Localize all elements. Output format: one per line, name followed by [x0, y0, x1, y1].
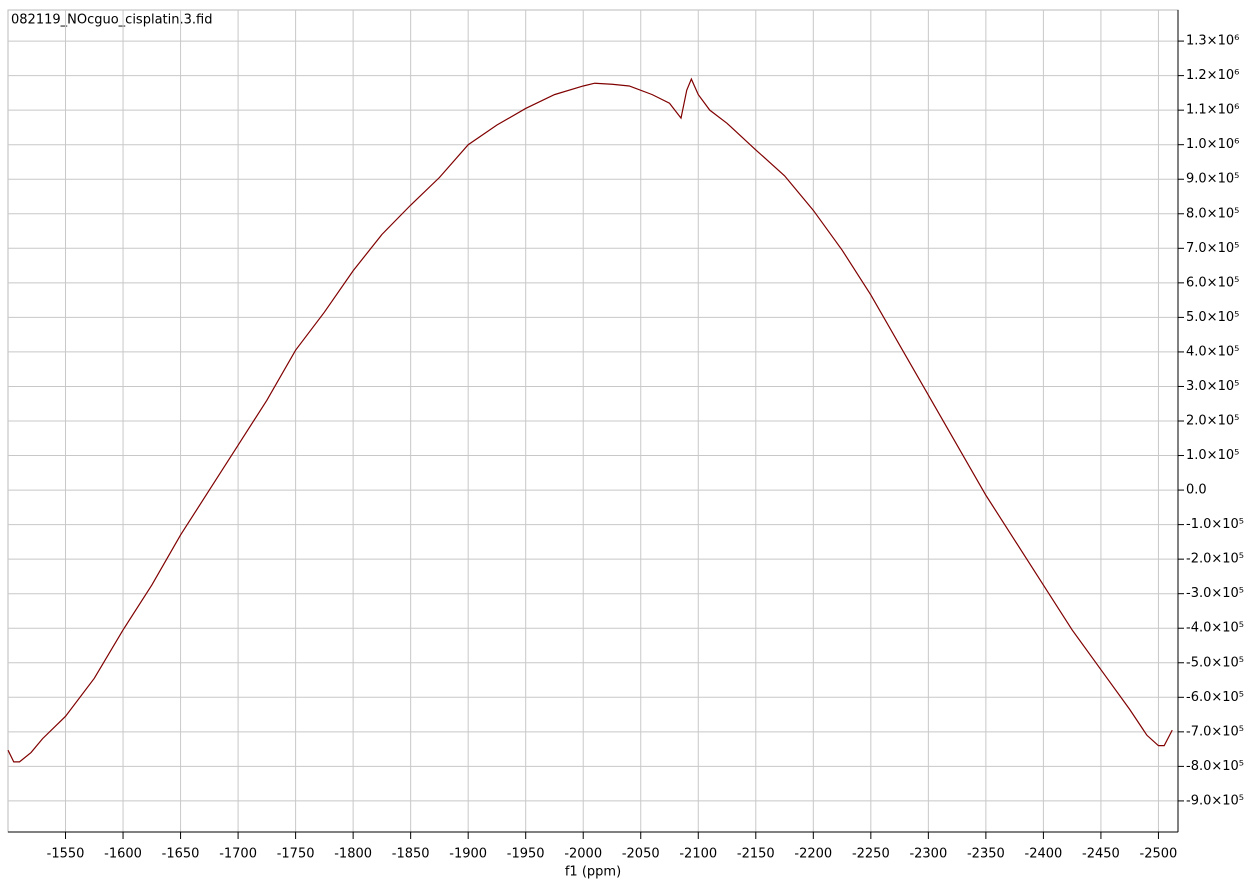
y-tick-label: 0.0	[1186, 483, 1207, 498]
x-tick-label: -1700	[219, 847, 257, 862]
x-tick-label: -1800	[334, 847, 372, 862]
x-tick-label: -1650	[162, 847, 200, 862]
x-tick-label: -1600	[104, 847, 142, 862]
y-tick-label: 1.0×10⁵	[1186, 448, 1239, 463]
x-tick-label: -2000	[564, 847, 602, 862]
y-tick-label: 6.0×10⁵	[1186, 275, 1239, 290]
spectrum-line	[7, 77, 1173, 763]
x-tick-label: -2300	[909, 847, 947, 862]
y-tick-label: 1.2×10⁶	[1186, 68, 1239, 83]
y-tick-label: 1.3×10⁶	[1186, 34, 1239, 49]
x-tick-label: -2450	[1082, 847, 1120, 862]
y-tick-label: -8.0×10⁵	[1186, 759, 1244, 774]
y-tick-label: 9.0×10⁵	[1186, 172, 1239, 187]
y-tick-label: -9.0×10⁵	[1186, 793, 1244, 808]
x-tick-label: -2250	[852, 847, 890, 862]
x-tick-label: -2350	[967, 847, 1005, 862]
y-tick-label: 4.0×10⁵	[1186, 344, 1239, 359]
y-tick-label: -3.0×10⁵	[1186, 586, 1244, 601]
y-tick-label: 8.0×10⁵	[1186, 206, 1239, 221]
y-tick-label: -2.0×10⁵	[1186, 552, 1244, 567]
x-tick-label: -2150	[737, 847, 775, 862]
y-tick-label: 5.0×10⁵	[1186, 310, 1239, 325]
x-tick-label: -1850	[392, 847, 430, 862]
x-tick-label: -1750	[277, 847, 315, 862]
y-tick-label: 7.0×10⁵	[1186, 241, 1239, 256]
x-tick-label: -1550	[47, 847, 85, 862]
y-tick-label: -1.0×10⁵	[1186, 517, 1244, 532]
y-tick-label: -4.0×10⁵	[1186, 621, 1244, 636]
x-tick-label: -1900	[449, 847, 487, 862]
x-tick-label: -1950	[507, 847, 545, 862]
x-axis-label: f1 (ppm)	[565, 865, 621, 880]
y-tick-label: -6.0×10⁵	[1186, 690, 1244, 705]
x-tick-label: -2200	[794, 847, 832, 862]
x-tick-label: -2050	[622, 847, 660, 862]
x-tick-label: -2400	[1025, 847, 1063, 862]
y-tick-label: 1.1×10⁶	[1186, 103, 1239, 118]
y-tick-label: 1.0×10⁶	[1186, 137, 1239, 152]
x-tick-label: -2100	[679, 847, 717, 862]
y-tick-label: -5.0×10⁵	[1186, 655, 1244, 670]
chart-title: 082119_NOcguo_cisplatin.3.fid	[11, 13, 212, 28]
y-tick-label: 2.0×10⁵	[1186, 414, 1239, 429]
y-tick-label: 3.0×10⁵	[1186, 379, 1239, 394]
x-tick-label: -2500	[1140, 847, 1178, 862]
y-tick-label: -7.0×10⁵	[1186, 724, 1244, 739]
